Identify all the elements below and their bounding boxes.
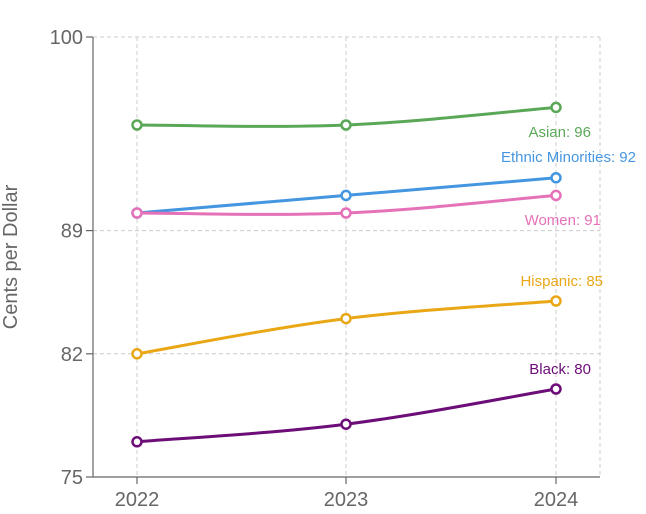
point-hispanic-2024[interactable]: [550, 295, 562, 307]
point-ethnic-minorities-2024[interactable]: [550, 172, 562, 184]
series-label-asian: Asian: 96: [528, 124, 591, 141]
grid: [93, 36, 601, 477]
series-label-women: Women: 91: [525, 212, 601, 229]
series-label-hispanic: Hispanic: 85: [520, 273, 603, 290]
x-tick-label-2024: 2024: [534, 489, 579, 511]
point-women-2024[interactable]: [550, 189, 562, 202]
y-tick-label-100: 100: [50, 27, 83, 49]
series-label-black: Black: 80: [529, 361, 591, 378]
series-label-ethnic-minorities: Ethnic Minorities: 92: [501, 149, 636, 166]
y-tick-label-75: 75: [61, 467, 83, 489]
tick-labels: 75 82 89 100 2022 2023 2024: [50, 27, 579, 511]
axes: [86, 36, 600, 484]
point-black-2022[interactable]: [131, 436, 143, 448]
point-black-2023[interactable]: [340, 418, 352, 430]
series-group: [131, 101, 562, 448]
point-hispanic-2022[interactable]: [131, 348, 143, 360]
point-asian-2023[interactable]: [340, 119, 352, 131]
y-axis-title: Cents per Dollar: [0, 184, 22, 329]
series-labels: Asian: 96 Ethnic Minorities: 92 Women: 91 H…: [501, 124, 636, 378]
x-tick-label-2022: 2022: [115, 489, 160, 511]
point-black-2024[interactable]: [550, 383, 562, 395]
point-hispanic-2023[interactable]: [340, 312, 352, 325]
point-ethnic-minorities-2023[interactable]: [340, 189, 352, 202]
y-tick-label-89: 89: [61, 221, 83, 243]
point-women-2023[interactable]: [340, 207, 352, 219]
point-asian-2024[interactable]: [550, 101, 562, 114]
y-tick-label-82: 82: [61, 344, 83, 366]
point-asian-2022[interactable]: [131, 119, 143, 131]
point-women-2022[interactable]: [131, 207, 143, 219]
x-tick-label-2023: 2023: [324, 489, 369, 511]
